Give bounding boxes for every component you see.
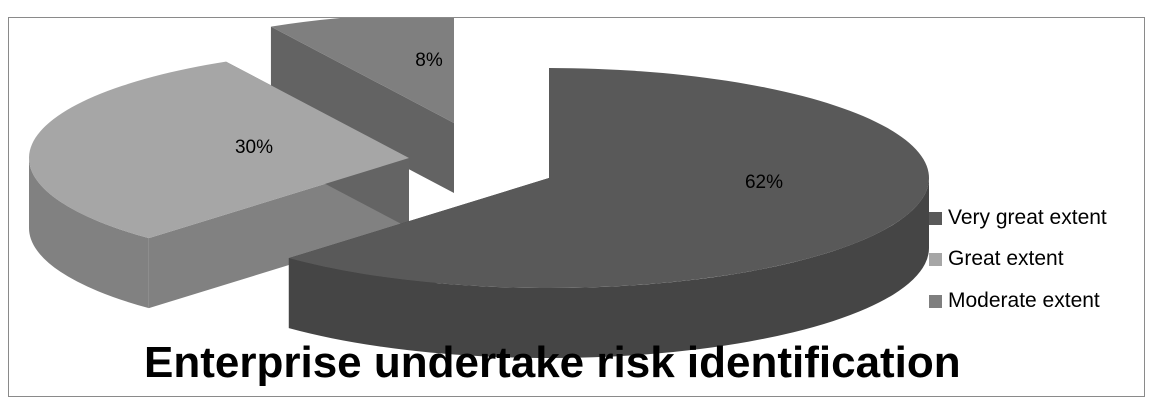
slice-rim (288, 178, 930, 358)
data-label: 62% (745, 172, 783, 193)
slice-wall (148, 158, 409, 309)
legend-item-moderate-extent: Moderate extent (929, 289, 1100, 313)
legend-swatch (929, 211, 942, 225)
legend-item-very-great-extent: Very great extent (929, 206, 1107, 230)
chart-title: Enterprise undertake risk identification (144, 338, 961, 387)
data-label: 8% (415, 50, 443, 71)
slice-moderate-extent (270, 18, 454, 123)
slice-rim (29, 158, 149, 309)
data-label: 30% (235, 137, 273, 158)
legend-label: Moderate extent (948, 289, 1100, 312)
legend-swatch (929, 294, 942, 308)
legend-label: Very great extent (948, 206, 1107, 229)
legend-item-great-extent: Great extent (929, 247, 1064, 271)
slice-great-extent (28, 61, 409, 239)
legend-swatch (929, 252, 942, 266)
legend-label: Great extent (948, 247, 1064, 270)
chart-area: 62% 30% 8% Very great extent Great extent … (8, 17, 1145, 397)
slice-wall (270, 26, 454, 194)
slice-very-great-extent (288, 68, 930, 289)
pie-chart: 62% 30% 8% (28, 18, 930, 358)
